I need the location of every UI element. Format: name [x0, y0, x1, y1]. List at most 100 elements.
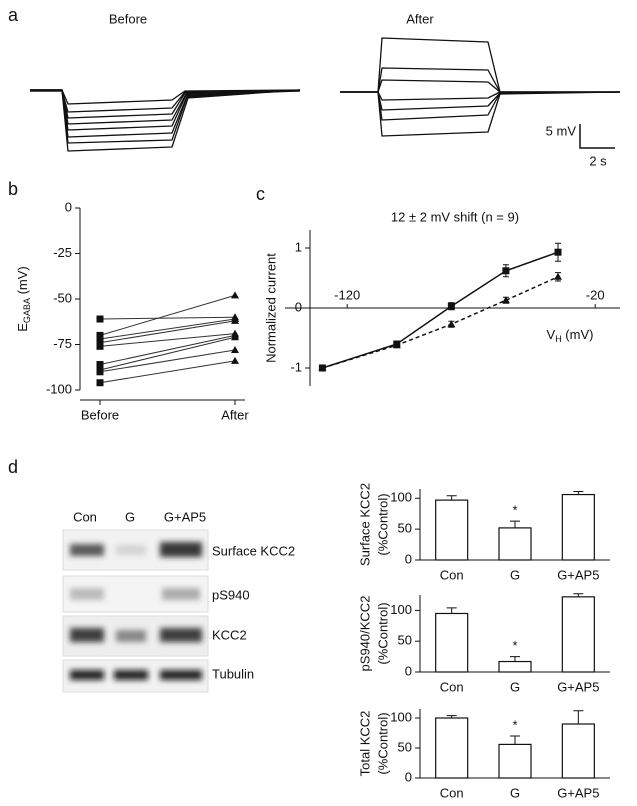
trace	[30, 90, 301, 113]
marker	[231, 345, 239, 353]
y-tick-label: 0	[65, 199, 72, 214]
y-axis-label: (%Control)	[375, 712, 390, 774]
lane-label: G	[125, 509, 135, 524]
error-bar	[573, 710, 584, 724]
y-axis-label: Surface KCC2	[357, 483, 372, 566]
marker	[96, 339, 104, 347]
marker	[96, 361, 104, 369]
y-tick-label: 0	[405, 769, 412, 784]
marker	[96, 331, 104, 339]
panel-label: d	[8, 457, 18, 477]
x-tick-label: Con	[440, 785, 464, 800]
error-bar	[446, 607, 457, 614]
marker	[501, 296, 510, 304]
marker	[231, 291, 239, 299]
error-bar	[446, 495, 457, 501]
trace-label: Before	[109, 11, 147, 26]
x-tick-label: -120	[334, 287, 360, 302]
trace	[30, 89, 301, 125]
error-bar	[510, 656, 520, 662]
lane-label: G+AP5	[164, 509, 206, 524]
y-tick-label: 100	[390, 602, 412, 617]
trace	[340, 91, 621, 111]
marker	[318, 364, 327, 371]
scale-label: 5 mV	[546, 123, 577, 138]
error-bar	[510, 520, 520, 528]
band	[114, 670, 148, 680]
trace-label: After	[406, 11, 434, 26]
band	[70, 670, 104, 680]
axis-label-main: E	[15, 323, 30, 332]
band	[116, 630, 146, 642]
x-tick-label: Con	[440, 679, 464, 694]
bar	[435, 717, 469, 779]
x-tick-label: Before	[81, 407, 119, 422]
scale-label: 2 s	[589, 153, 607, 168]
x-tick-label: G	[510, 679, 520, 694]
y-tick-label: 100	[390, 709, 412, 724]
y-tick-label: -100	[46, 381, 72, 396]
marker	[96, 342, 104, 350]
x-tick-label: G+AP5	[557, 567, 599, 582]
bar	[435, 499, 469, 561]
band	[116, 545, 146, 555]
significance: *	[512, 717, 517, 732]
x-tick-label: After	[221, 407, 249, 422]
traces-before	[30, 89, 301, 152]
trace	[340, 91, 621, 137]
axis-label-unit: (mV)	[562, 327, 594, 342]
trace	[30, 90, 301, 131]
bar	[561, 596, 595, 673]
panel-label: a	[8, 5, 19, 25]
y-axis-label: Normalized current	[263, 253, 278, 363]
band	[70, 628, 104, 642]
axis-label-sub: GABA	[22, 298, 32, 323]
panel-label: c	[256, 184, 265, 204]
y-tick-label: -1	[290, 359, 302, 374]
scale-bar	[579, 124, 615, 149]
marker	[231, 356, 239, 364]
pair-line	[99, 334, 236, 366]
lane-label: Con	[73, 509, 97, 524]
band	[160, 670, 202, 680]
y-tick-label: -25	[53, 245, 72, 260]
y-axis-label: (%Control)	[375, 493, 390, 555]
band	[70, 588, 104, 600]
axis-label: EGABA (mV)	[15, 266, 32, 331]
marker	[96, 335, 104, 343]
marker	[231, 316, 239, 324]
y-tick-label: 50	[398, 739, 412, 754]
pair-line	[99, 318, 236, 340]
blot: Con G G+AP5 Surface KCC2 pS940 KCC2 Tubu…	[62, 509, 295, 693]
x-tick-label: G+AP5	[557, 785, 599, 800]
axis-label-main: V	[547, 327, 556, 342]
bar	[498, 527, 532, 561]
panel-label: b	[8, 179, 18, 199]
y-axis-label: Total KCC2	[357, 711, 372, 777]
axis-label-sub: H	[555, 334, 562, 344]
row-label: KCC2	[212, 627, 247, 642]
row-label: pS940	[212, 587, 250, 602]
pair-line	[99, 320, 236, 344]
y-tick-label: -75	[53, 336, 72, 351]
y-tick-label: 50	[398, 633, 412, 648]
trace	[30, 89, 301, 152]
y-tick-label: 0	[295, 299, 302, 314]
marker	[96, 315, 104, 323]
y-tick-label: 50	[398, 521, 412, 536]
marker	[447, 320, 456, 328]
y-tick-label: 100	[390, 490, 412, 505]
marker	[96, 379, 104, 387]
band	[70, 544, 104, 556]
marker	[231, 333, 239, 341]
pair-line	[99, 333, 236, 347]
series-line	[322, 251, 559, 369]
x-tick-label: -20	[586, 287, 605, 302]
axis-label-unit: (mV)	[15, 266, 30, 298]
marker	[554, 248, 562, 256]
marker	[96, 368, 104, 376]
y-tick-label: 1	[295, 239, 302, 254]
x-tick-label: G	[510, 567, 520, 582]
x-tick-label: G	[510, 785, 520, 800]
